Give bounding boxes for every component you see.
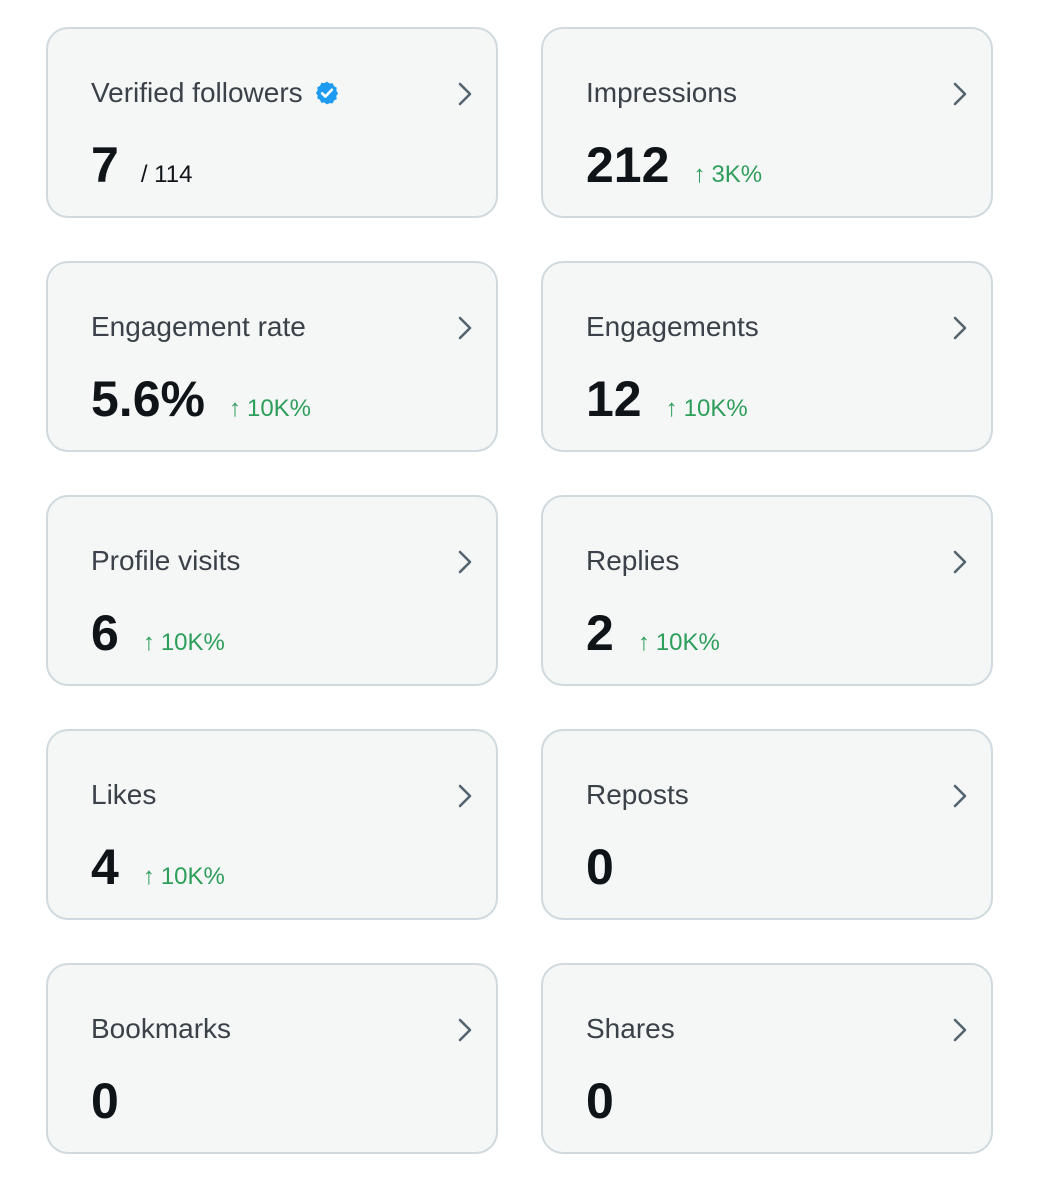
metric-total: / 114 — [140, 161, 193, 188]
metric-delta: ↑ 10K% — [638, 629, 720, 657]
card-title: Impressions — [586, 77, 737, 109]
card-title-label: Replies — [586, 545, 680, 576]
chevron-right-icon[interactable] — [454, 79, 476, 109]
metric-delta: ↑ 10K% — [666, 395, 748, 423]
arrow-up-icon: ↑ — [228, 395, 241, 422]
metric-card-profile-visits[interactable]: Profile visits 6 ↑ 10K% — [46, 495, 498, 686]
metric-delta-value: 10K% — [160, 629, 225, 656]
chevron-right-icon[interactable] — [454, 1015, 476, 1045]
card-title: Replies — [586, 545, 679, 577]
metric-delta: ↑ 10K% — [143, 863, 225, 891]
metric-value-row: 0 — [91, 1073, 119, 1129]
metric-card-replies[interactable]: Replies 2 ↑ 10K% — [541, 495, 993, 686]
metric-value-row: 0 — [586, 839, 614, 895]
card-title: Likes — [91, 779, 156, 811]
chevron-right-icon[interactable] — [454, 781, 476, 811]
card-title: Bookmarks — [91, 1013, 231, 1045]
card-title-label: Verified followers — [91, 77, 303, 108]
arrow-up-icon: ↑ — [693, 161, 706, 188]
metric-value-row: 0 — [586, 1073, 614, 1129]
metric-value-row: 4 ↑ 10K% — [91, 839, 225, 895]
metric-delta-value: 10K% — [160, 863, 225, 890]
card-title: Reposts — [586, 779, 689, 811]
metric-value: 5.6% — [91, 371, 205, 427]
metric-delta: ↑ 10K% — [143, 629, 225, 657]
arrow-up-icon: ↑ — [665, 395, 678, 422]
metric-card-shares[interactable]: Shares 0 — [541, 963, 993, 1154]
card-title-label: Engagements — [586, 311, 759, 342]
card-title-label: Engagement rate — [91, 311, 306, 342]
metric-delta: ↑ 3K% — [693, 161, 762, 189]
metric-value-row: 12 ↑ 10K% — [586, 371, 748, 427]
card-title-label: Likes — [91, 779, 157, 810]
metric-value: 212 — [586, 137, 670, 193]
card-title-label: Shares — [586, 1013, 675, 1044]
metric-card-engagements[interactable]: Engagements 12 ↑ 10K% — [541, 261, 993, 452]
chevron-right-icon[interactable] — [949, 313, 971, 343]
metric-card-impressions[interactable]: Impressions 212 ↑ 3K% — [541, 27, 993, 218]
card-title: Shares — [586, 1013, 675, 1045]
metric-value: 2 — [586, 605, 614, 661]
card-title-label: Reposts — [586, 779, 689, 810]
metric-value: 4 — [91, 839, 119, 895]
metric-delta-value: 10K% — [683, 395, 748, 422]
metric-value-row: 2 ↑ 10K% — [586, 605, 720, 661]
card-title: Profile visits — [91, 545, 240, 577]
chevron-right-icon[interactable] — [949, 79, 971, 109]
metrics-grid: Verified followers 7 / 114 Impressions 2… — [46, 27, 993, 1154]
metric-value-row: 5.6% ↑ 10K% — [91, 371, 311, 427]
metric-delta: ↑ 10K% — [229, 395, 311, 423]
metric-value: 0 — [586, 839, 614, 895]
chevron-right-icon[interactable] — [949, 781, 971, 811]
arrow-up-icon: ↑ — [142, 863, 155, 890]
metric-value-row: 212 ↑ 3K% — [586, 137, 762, 193]
metric-delta-value: 10K% — [246, 395, 312, 422]
chevron-right-icon[interactable] — [949, 1015, 971, 1045]
metric-value: 0 — [91, 1073, 119, 1129]
metric-value: 7 — [91, 137, 119, 193]
card-title-label: Profile visits — [91, 545, 241, 576]
metric-value: 6 — [91, 605, 119, 661]
card-title: Engagement rate — [91, 311, 306, 343]
metric-value-row: 6 ↑ 10K% — [91, 605, 225, 661]
metric-card-reposts[interactable]: Reposts 0 — [541, 729, 993, 920]
metric-value: 0 — [586, 1073, 614, 1129]
card-title-label: Bookmarks — [91, 1013, 232, 1044]
metric-card-likes[interactable]: Likes 4 ↑ 10K% — [46, 729, 498, 920]
metric-value-row: 7 / 114 — [91, 137, 192, 193]
card-title-label: Impressions — [586, 77, 737, 108]
arrow-up-icon: ↑ — [142, 629, 155, 656]
metric-delta-value: 3K% — [711, 161, 763, 188]
card-title: Engagements — [586, 311, 759, 343]
metric-card-engagement-rate[interactable]: Engagement rate 5.6% ↑ 10K% — [46, 261, 498, 452]
arrow-up-icon: ↑ — [637, 629, 650, 656]
chevron-right-icon[interactable] — [454, 547, 476, 577]
metric-value: 12 — [586, 371, 642, 427]
metric-delta-value: 10K% — [655, 629, 720, 656]
chevron-right-icon[interactable] — [454, 313, 476, 343]
chevron-right-icon[interactable] — [949, 547, 971, 577]
verified-badge-icon — [314, 80, 340, 106]
metric-card-verified-followers[interactable]: Verified followers 7 / 114 — [46, 27, 498, 218]
card-title: Verified followers — [91, 77, 340, 109]
metric-card-bookmarks[interactable]: Bookmarks 0 — [46, 963, 498, 1154]
